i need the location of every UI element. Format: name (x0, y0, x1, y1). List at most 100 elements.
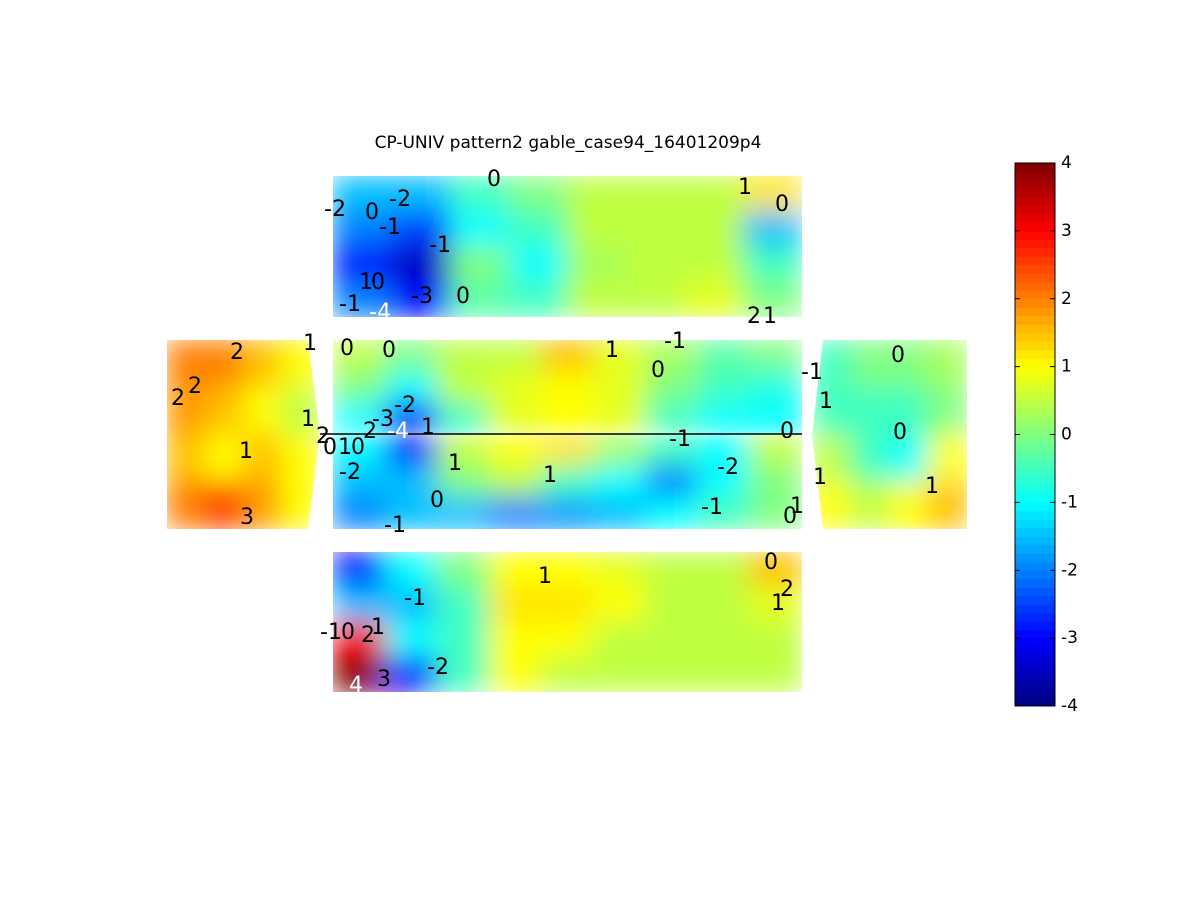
colorbar-tick-label: 0 (1061, 425, 1072, 445)
field-cell (697, 370, 751, 404)
colorbar-tick-label: 1 (1061, 357, 1072, 377)
colorbar-swatch (1015, 409, 1055, 419)
field-cell (436, 465, 490, 498)
colorbar-swatch (1015, 459, 1055, 469)
field-cell (889, 386, 929, 435)
colorbar-swatch (1015, 451, 1055, 461)
contour-label: -1 (701, 495, 723, 520)
panel-field (167, 340, 320, 529)
field-cell (384, 586, 438, 623)
field-cell (333, 281, 393, 317)
field-cell (488, 465, 542, 498)
colorbar-swatch (1015, 536, 1055, 546)
field-cell (243, 340, 283, 388)
contour-label: 1 (303, 331, 317, 356)
field-cell (697, 465, 751, 498)
contour-label: -1 (384, 513, 406, 538)
field-cell (488, 370, 542, 404)
contour-label: 2 (780, 577, 794, 602)
panel (333, 176, 802, 317)
colorbar-swatch (1015, 256, 1055, 266)
field-cell (449, 210, 510, 247)
colorbar-swatch (1015, 493, 1055, 503)
field-cell (281, 481, 320, 529)
field-cell (204, 481, 244, 529)
colorbar-swatch (1015, 230, 1055, 240)
field-cell (436, 496, 490, 529)
field-cell (684, 281, 744, 317)
contour-label: 0 (780, 419, 794, 444)
contour-label: -1 (669, 427, 691, 452)
field-cell (540, 340, 595, 372)
field-cell (243, 386, 283, 435)
field-cell (593, 656, 647, 692)
field-cell (488, 434, 542, 467)
contour-label: 0 (764, 550, 778, 575)
field-cell (850, 340, 890, 388)
field-cell (593, 370, 647, 404)
field-cell (436, 621, 490, 658)
contour-label: 1 (738, 175, 752, 200)
contour-label: -1 (404, 586, 426, 611)
field-cell (333, 496, 386, 529)
field-cell (508, 246, 568, 283)
contour-label: 0 (341, 620, 355, 645)
field-cell (540, 434, 595, 467)
field-cell (889, 434, 929, 483)
colorbar-tick-label: -1 (1061, 492, 1078, 512)
field-cell (749, 340, 802, 372)
field-cell (488, 621, 542, 658)
contour-label: 1 (925, 474, 939, 499)
field-cell (645, 370, 699, 404)
contour-label: 2 (188, 374, 202, 399)
colorbar-tick-label: -3 (1061, 628, 1078, 648)
field-cell (567, 176, 627, 212)
panel (333, 340, 802, 434)
field-cell (749, 402, 802, 434)
field-cell (850, 386, 890, 435)
field-cell (281, 434, 320, 483)
field-cell (540, 496, 595, 529)
field-cell (333, 656, 386, 692)
field-cell (436, 340, 490, 372)
panel-field (333, 434, 802, 529)
contour-label: 0 (783, 504, 797, 529)
contour-label: 2 (316, 424, 330, 449)
field-cell (333, 340, 386, 372)
colorbar-swatch (1015, 612, 1055, 622)
field-cell (333, 176, 393, 212)
contour-label: 0 (371, 270, 385, 295)
colorbar-swatch (1015, 417, 1055, 427)
colorbar-tick-label: 2 (1061, 289, 1072, 309)
field-cell (749, 370, 802, 404)
colorbar-swatch (1015, 621, 1055, 631)
field-cell (645, 496, 699, 529)
colorbar-swatch (1015, 655, 1055, 665)
colorbar-swatch (1015, 298, 1055, 308)
contour-label: 1 (359, 270, 373, 295)
colorbar-swatch (1015, 570, 1055, 580)
field-cell (645, 552, 699, 588)
field-cell (697, 621, 751, 658)
field-cell (391, 281, 451, 317)
field-cell (742, 176, 802, 212)
colorbar-swatch (1015, 383, 1055, 393)
contour-label: 0 (382, 338, 396, 363)
contour-label: 1 (338, 435, 352, 460)
colorbar-swatch (1015, 672, 1055, 682)
field-cell (593, 465, 647, 498)
field-cell (384, 496, 438, 529)
colorbar-swatch (1015, 324, 1055, 334)
field-cell (488, 496, 542, 529)
field-cell (436, 370, 490, 404)
contour-label: 0 (323, 435, 337, 460)
contour-label: -2 (339, 460, 361, 485)
contour-label: -1 (320, 620, 342, 645)
contour-label: 0 (456, 284, 470, 309)
field-cell (436, 656, 490, 692)
field-cell (436, 586, 490, 623)
field-cell (508, 210, 568, 247)
colorbar-swatch (1015, 290, 1055, 300)
